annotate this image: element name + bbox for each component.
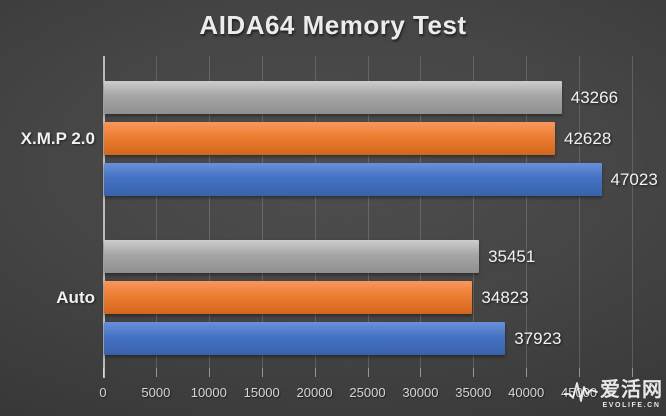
- value-label: 47023: [610, 169, 658, 189]
- bar-orange: [104, 281, 473, 314]
- x-axis-tick: [526, 368, 528, 377]
- x-axis-tick: [155, 368, 157, 377]
- value-label: 42628: [564, 128, 612, 148]
- x-axis-tick: [420, 368, 422, 377]
- x-axis-tick: [632, 368, 633, 377]
- x-tick-label: 5000: [141, 385, 171, 400]
- x-tick-label: 15000: [243, 385, 280, 400]
- gridline: [420, 56, 422, 368]
- value-label: 35451: [488, 246, 536, 266]
- gridline: [261, 56, 263, 368]
- gridline: [208, 56, 210, 368]
- chart-title: AIDA64 Memory Test: [199, 10, 467, 40]
- value-label: 43266: [570, 87, 619, 107]
- gridline: [314, 56, 316, 368]
- bar-gray: [104, 81, 562, 114]
- bar-orange: [104, 122, 555, 155]
- bar-gray: [104, 240, 480, 273]
- x-axis-tick: [103, 368, 104, 377]
- gridline: [473, 56, 475, 368]
- x-axis-tick: [579, 368, 581, 377]
- gridline: [579, 56, 581, 368]
- category-axis-label: X.M.P 2.0: [20, 128, 95, 148]
- x-tick-label: 10000: [190, 385, 227, 400]
- x-tick-label: 20000: [296, 385, 333, 400]
- x-axis-tick: [314, 368, 316, 377]
- category-axis-line: [103, 56, 105, 378]
- bar-blue: [104, 163, 602, 196]
- x-tick-label: 30000: [402, 385, 439, 400]
- x-tick-label: 35000: [455, 385, 492, 400]
- bar-blue: [104, 322, 506, 355]
- x-axis-tick: [261, 368, 263, 377]
- x-axis-tick: [367, 368, 369, 377]
- value-label: 34823: [481, 287, 529, 307]
- value-label: 37923: [514, 328, 562, 348]
- gridline: [632, 56, 633, 368]
- gridline: [155, 56, 157, 368]
- x-tick-label: 45000: [561, 385, 598, 400]
- gridline: [367, 56, 369, 368]
- x-axis-tick: [473, 368, 475, 377]
- x-tick-label: 40000: [508, 385, 545, 400]
- x-axis-tick: [208, 368, 210, 377]
- x-tick-label: 25000: [349, 385, 386, 400]
- gridline: [526, 56, 528, 368]
- x-tick-label: 0: [99, 385, 107, 400]
- category-axis-label: Auto: [56, 287, 95, 307]
